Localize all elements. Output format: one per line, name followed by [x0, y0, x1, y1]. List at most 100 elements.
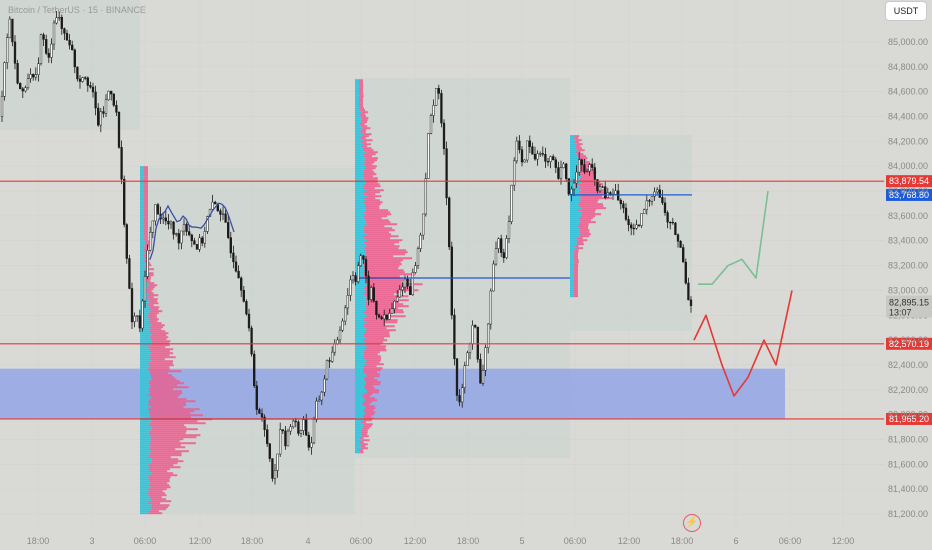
- candle-body[interactable]: [188, 231, 191, 236]
- candle-body[interactable]: [554, 159, 557, 168]
- candle-body[interactable]: [143, 276, 147, 302]
- candle-body[interactable]: [91, 86, 95, 93]
- candle-body[interactable]: [357, 265, 360, 282]
- candle-body[interactable]: [58, 17, 61, 19]
- candle-body[interactable]: [224, 213, 227, 223]
- candle-body[interactable]: [450, 246, 453, 316]
- candle-body[interactable]: [253, 353, 256, 387]
- currency-button[interactable]: USDT: [886, 2, 926, 20]
- candle-body[interactable]: [45, 39, 48, 54]
- candle-body[interactable]: [370, 287, 373, 300]
- candle-body[interactable]: [325, 360, 329, 380]
- candle-body[interactable]: [146, 250, 149, 277]
- candle-body[interactable]: [89, 85, 92, 88]
- candle-body[interactable]: [570, 188, 573, 195]
- candle-body[interactable]: [245, 301, 248, 315]
- candle-body[interactable]: [206, 216, 209, 232]
- candle-body[interactable]: [242, 290, 245, 302]
- candle-body[interactable]: [640, 213, 643, 226]
- candle-body[interactable]: [604, 186, 607, 198]
- horizontal-levels[interactable]: 83,879.54 83,768.80 82,570.19 81,965.20: [0, 175, 932, 425]
- candle-body[interactable]: [474, 325, 477, 328]
- candle-body[interactable]: [422, 213, 425, 236]
- candle-body[interactable]: [221, 213, 225, 215]
- candle-body[interactable]: [627, 219, 630, 226]
- candle-body[interactable]: [546, 161, 550, 163]
- candle-body[interactable]: [328, 360, 331, 362]
- candle-body[interactable]: [383, 314, 386, 320]
- candle-body[interactable]: [125, 224, 128, 259]
- candle-body[interactable]: [645, 200, 648, 210]
- candle-body[interactable]: [237, 270, 240, 279]
- candle-body[interactable]: [385, 314, 388, 320]
- candle-body[interactable]: [76, 66, 79, 80]
- candle-body[interactable]: [107, 90, 110, 101]
- candle-body[interactable]: [567, 178, 570, 195]
- candle-body[interactable]: [310, 442, 313, 448]
- candle-body[interactable]: [177, 233, 180, 244]
- candle-body[interactable]: [593, 167, 596, 180]
- candle-body[interactable]: [661, 197, 664, 204]
- candle-body[interactable]: [281, 429, 284, 432]
- candle-body[interactable]: [557, 167, 560, 179]
- candle-body[interactable]: [104, 99, 108, 114]
- candle-body[interactable]: [268, 443, 271, 459]
- candle-body[interactable]: [331, 351, 334, 362]
- candle-body[interactable]: [315, 400, 318, 420]
- candle-body[interactable]: [0, 96, 4, 117]
- candle-body[interactable]: [637, 224, 641, 226]
- candle-body[interactable]: [416, 248, 420, 266]
- candle-body[interactable]: [533, 153, 537, 160]
- candle-body[interactable]: [60, 17, 63, 29]
- candle-body[interactable]: [338, 329, 342, 341]
- candle-body[interactable]: [341, 320, 344, 331]
- candle-body[interactable]: [427, 133, 430, 179]
- candle-body[interactable]: [684, 261, 687, 284]
- candle-body[interactable]: [440, 93, 443, 124]
- candle-body[interactable]: [211, 201, 214, 210]
- candle-body[interactable]: [687, 282, 690, 301]
- candle-body[interactable]: [523, 159, 526, 163]
- candle-body[interactable]: [271, 458, 274, 479]
- candle-body[interactable]: [520, 149, 524, 163]
- candle-body[interactable]: [596, 179, 599, 192]
- candle-body[interactable]: [380, 316, 383, 320]
- candle-body[interactable]: [294, 420, 297, 423]
- candle-body[interactable]: [572, 182, 576, 190]
- candle-body[interactable]: [487, 323, 490, 348]
- candle-body[interactable]: [52, 22, 56, 45]
- candle-body[interactable]: [419, 234, 422, 249]
- candle-body[interactable]: [494, 248, 498, 265]
- candle-body[interactable]: [536, 153, 539, 160]
- candle-body[interactable]: [466, 352, 469, 366]
- candle-body[interactable]: [500, 238, 503, 253]
- candle-body[interactable]: [175, 233, 178, 235]
- candle-body[interactable]: [453, 314, 456, 360]
- candle-body[interactable]: [305, 419, 308, 436]
- candle-body[interactable]: [401, 286, 404, 291]
- candle-body[interactable]: [674, 222, 677, 235]
- candle-body[interactable]: [622, 203, 625, 209]
- candle-body[interactable]: [650, 196, 654, 202]
- candle-body[interactable]: [559, 167, 563, 179]
- candle-body[interactable]: [151, 220, 154, 233]
- candle-body[interactable]: [663, 202, 667, 213]
- flash-icon[interactable]: ⚡: [683, 514, 701, 532]
- candle-body[interactable]: [234, 261, 238, 272]
- candle-body[interactable]: [424, 178, 427, 215]
- candle-body[interactable]: [396, 296, 399, 302]
- candle-body[interactable]: [182, 223, 186, 232]
- candle-body[interactable]: [214, 201, 217, 205]
- candle-body[interactable]: [32, 74, 35, 78]
- candle-body[interactable]: [679, 241, 682, 248]
- candle-body[interactable]: [286, 430, 290, 447]
- candle-body[interactable]: [24, 87, 27, 92]
- candle-body[interactable]: [349, 279, 352, 296]
- candle-body[interactable]: [461, 387, 464, 403]
- candle-body[interactable]: [299, 430, 303, 434]
- candle-body[interactable]: [653, 191, 656, 197]
- candle-body[interactable]: [149, 232, 152, 251]
- candle-body[interactable]: [513, 160, 516, 186]
- candle-body[interactable]: [437, 88, 440, 94]
- candle-body[interactable]: [476, 326, 479, 360]
